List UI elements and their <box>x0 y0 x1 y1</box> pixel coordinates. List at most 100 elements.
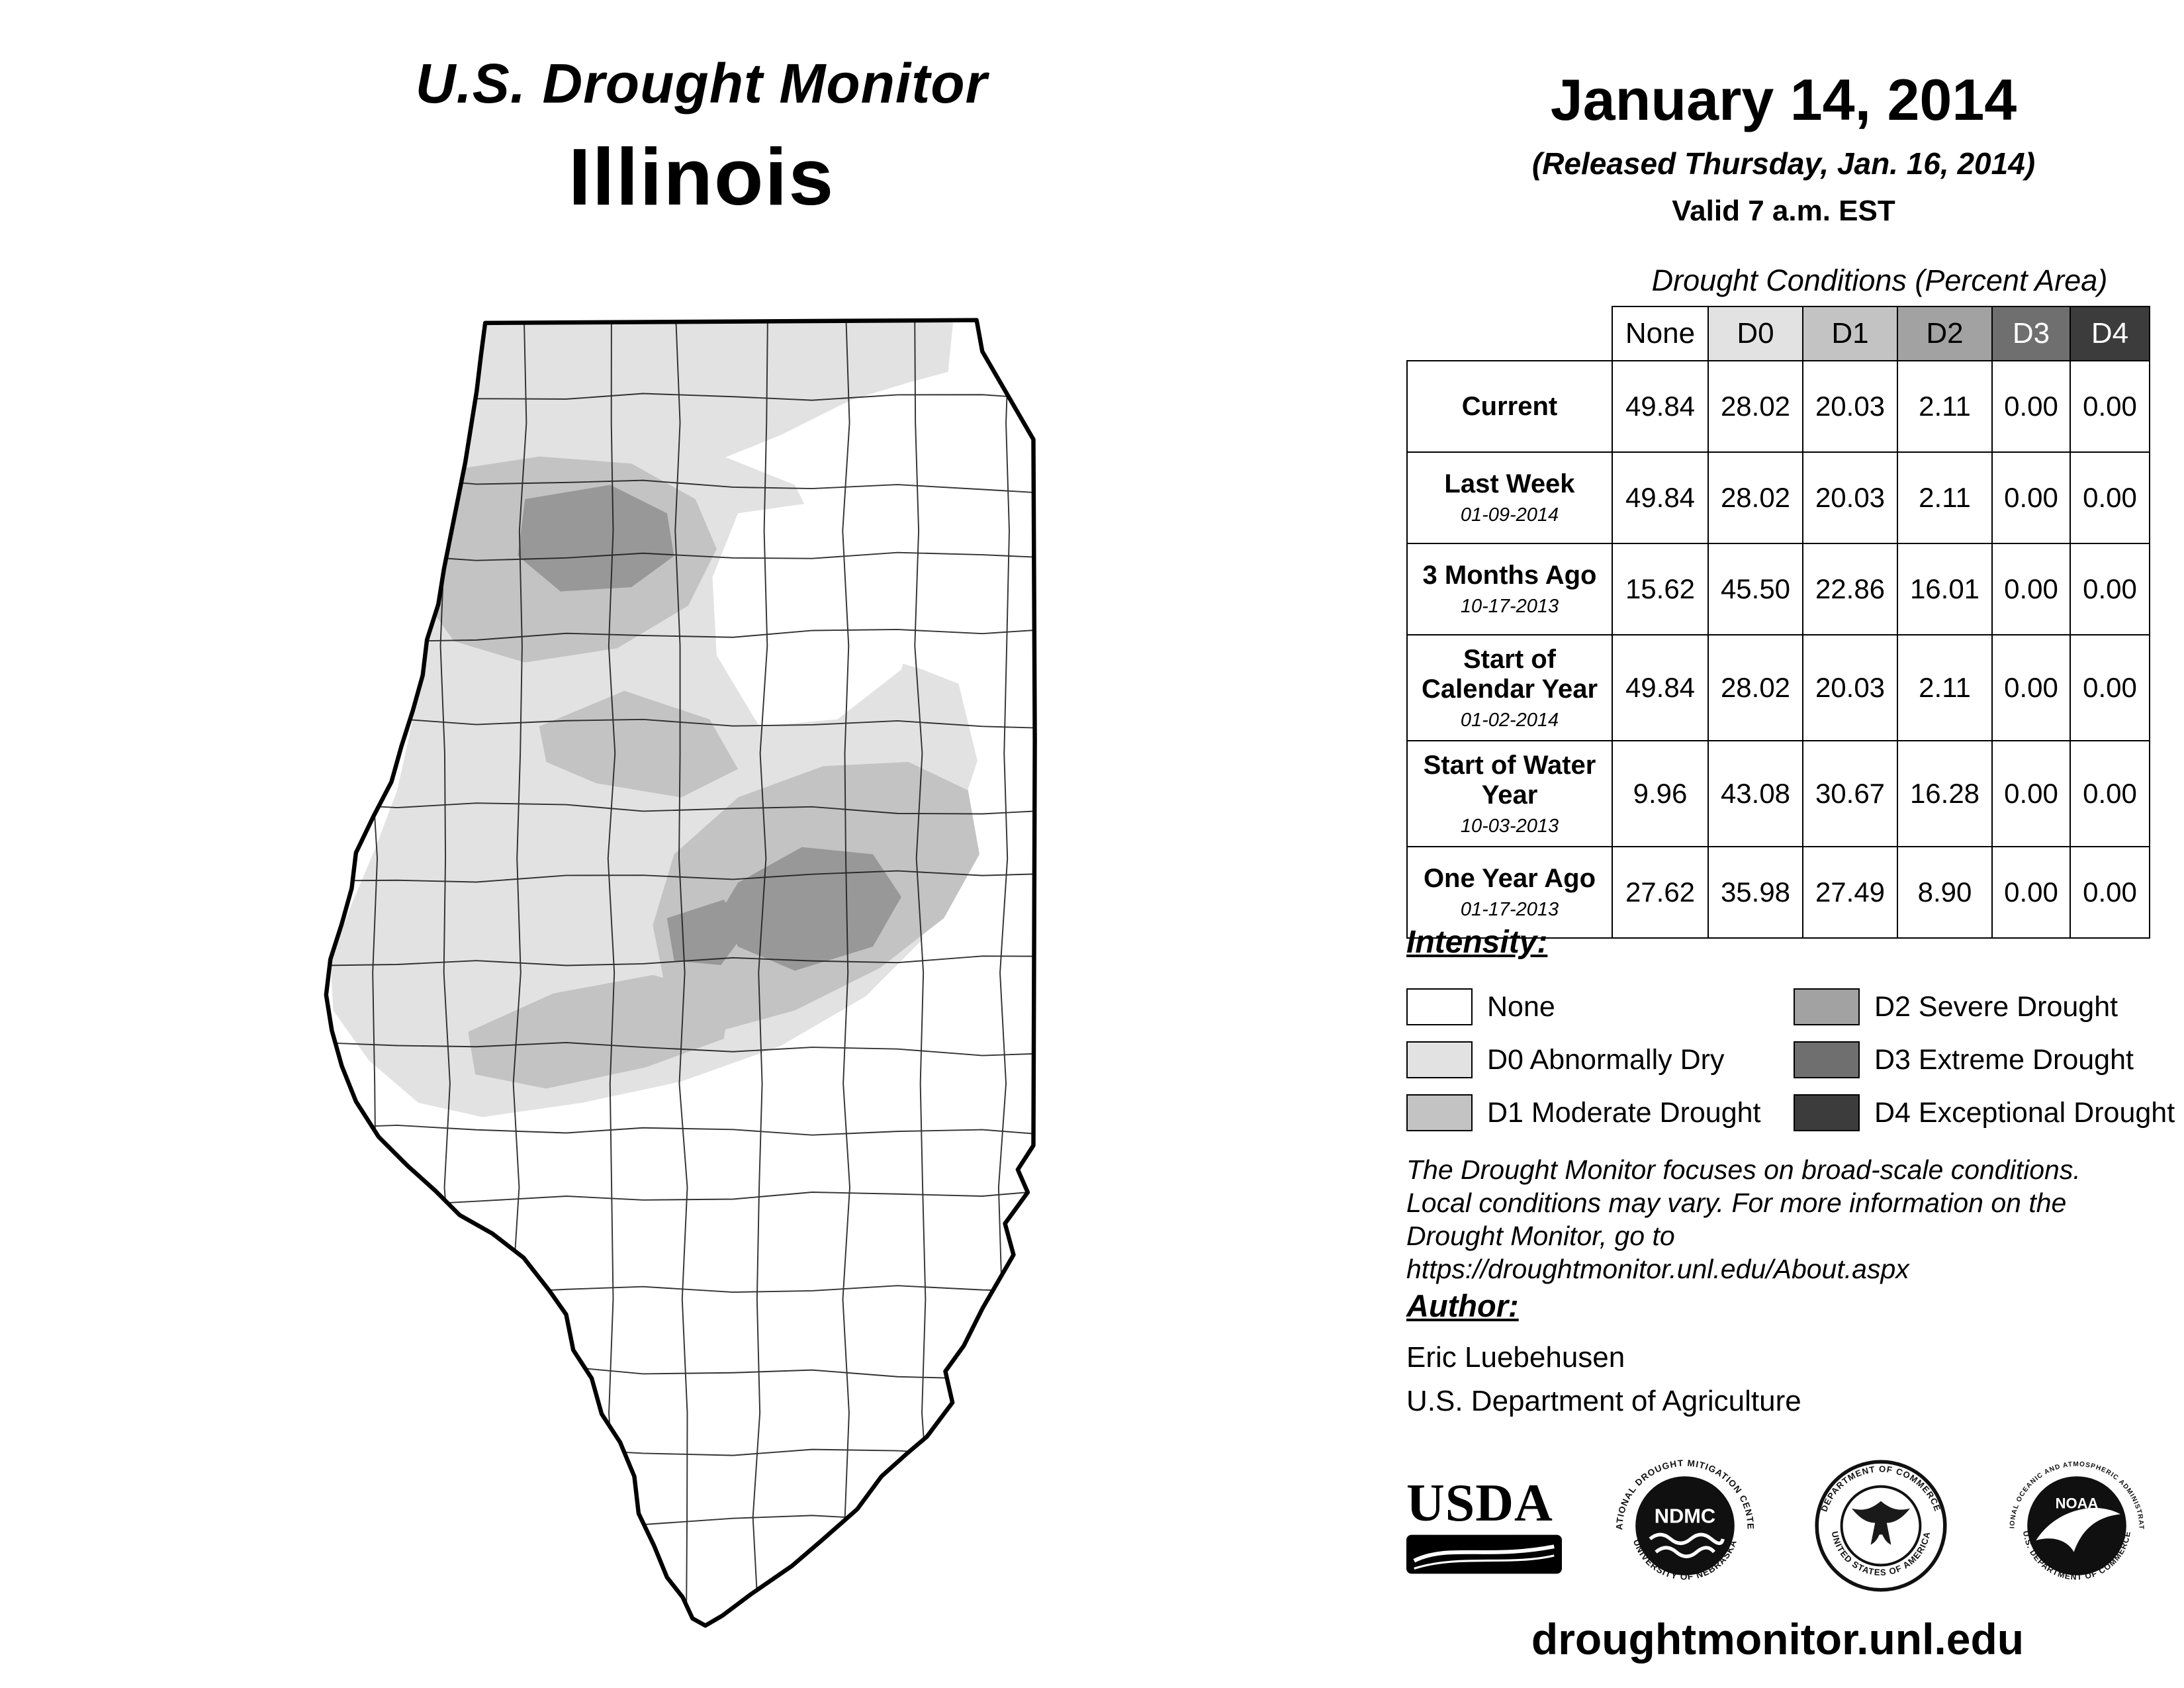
agency-logos: USDA NATIONAL DROUGHT MITIGATION CENTER … <box>1406 1443 2150 1609</box>
row-label: Last Week 01-09-2014 <box>1406 451 1613 544</box>
value-cell: 27.62 <box>1612 846 1709 939</box>
value-cell: 16.28 <box>1897 740 1993 848</box>
usda-wordmark: USDA <box>1406 1474 1553 1532</box>
row-label: Start of Water Year 10-03-2013 <box>1406 740 1613 848</box>
report-region: Illinois <box>568 132 835 222</box>
legend-title: Intensity: <box>1406 925 1548 960</box>
map-date: January 14, 2014 <box>1550 67 2017 132</box>
col-header-D2: D2 <box>1897 306 1993 361</box>
author-block: Author: Eric Luebehusen U.S. Department … <box>1406 1288 1801 1418</box>
table-row: 3 Months Ago 10-17-2013 15.62 45.50 22.86 16.… <box>1406 543 2150 635</box>
value-cell: 27.49 <box>1802 846 1898 939</box>
ndmc-logo: NATIONAL DROUGHT MITIGATION CENTER UNIVE… <box>1612 1453 1755 1581</box>
legend-swatch-D0 <box>1406 1041 1473 1078</box>
legend-item-D1: D1 Moderate Drought <box>1406 1086 1794 1139</box>
legend-swatch-D3 <box>1794 1041 1860 1078</box>
usda-swoosh-icon <box>1406 1534 1562 1574</box>
value-cell: 0.00 <box>2070 451 2150 544</box>
legend-swatch-D4 <box>1794 1094 1860 1131</box>
legend-label: D2 Severe Drought <box>1874 990 2118 1023</box>
row-date: 10-17-2013 <box>1460 596 1559 618</box>
legend-swatch-D1 <box>1406 1094 1473 1131</box>
value-cell: 49.84 <box>1612 451 1709 544</box>
value-cell: 20.03 <box>1802 633 1898 742</box>
value-cell: 15.62 <box>1612 543 1709 635</box>
legend-label: D1 Moderate Drought <box>1487 1096 1761 1129</box>
legend-label: D0 Abnormally Dry <box>1487 1043 1725 1076</box>
noaa-logo: NATIONAL OCEANIC AND ATMOSPHERIC ADMINIS… <box>2004 1453 2144 1582</box>
value-cell: 0.00 <box>2070 543 2150 635</box>
disclaimer-line: Local conditions may vary. For more info… <box>1406 1188 2067 1218</box>
state-border <box>324 318 1037 1628</box>
illinois-map-svg <box>324 318 1037 1628</box>
usda-logo: USDA <box>1406 1477 1562 1575</box>
drought-conditions-table: None D0 D1 D2 D3 D4 Current 49.84 28.02 20.03 2.1… <box>1406 306 2150 939</box>
col-header-D1: D1 <box>1802 306 1898 361</box>
legend-swatch-D2 <box>1794 988 1860 1025</box>
author-title: Author: <box>1406 1288 1519 1323</box>
value-cell: 0.00 <box>1991 740 2071 848</box>
col-header-D0: D0 <box>1707 306 1803 361</box>
footer-url: droughtmonitor.unl.edu <box>1531 1615 2025 1664</box>
table-row: Start of Water Year 10-03-2013 9.96 43.08 30… <box>1406 740 2150 848</box>
row-label: Start of Calendar Year 01-02-2014 <box>1406 633 1613 742</box>
row-label: One Year Ago 01-17-2013 <box>1406 846 1613 939</box>
report-header: U.S. Drought Monitor Illinois <box>251 52 1152 223</box>
legend-item-D3: D3 Extreme Drought <box>1794 1033 2181 1086</box>
legend-item-D2: D2 Severe Drought <box>1794 980 2181 1033</box>
disclaimer-line: The Drought Monitor focuses on broad-sca… <box>1406 1154 2081 1185</box>
value-cell: 22.86 <box>1802 543 1898 635</box>
commerce-seal-logo: DEPARTMENT OF COMMERCE UNITED STATES OF … <box>1815 1460 1947 1592</box>
value-cell: 2.11 <box>1897 451 1993 544</box>
value-cell: 30.67 <box>1802 740 1898 848</box>
legend-label: D3 Extreme Drought <box>1874 1043 2134 1076</box>
value-cell: 45.50 <box>1707 543 1803 635</box>
intensity-legend: Intensity: None D0 Abnormally Dry D1 Moder… <box>1406 924 2181 1139</box>
value-cell: 43.08 <box>1707 740 1803 848</box>
col-header-None: None <box>1612 306 1709 361</box>
col-header-D3: D3 <box>1991 306 2071 361</box>
row-date: 01-17-2013 <box>1460 899 1559 921</box>
row-date: 10-03-2013 <box>1460 815 1559 837</box>
map-d2-shading <box>518 485 901 971</box>
value-cell: 28.02 <box>1707 633 1803 742</box>
disclaimer-line: Drought Monitor, go to https://droughtmo… <box>1406 1221 1909 1284</box>
legend-swatch-None <box>1406 988 1473 1025</box>
illinois-drought-map <box>311 314 1066 1628</box>
value-cell: 49.84 <box>1612 360 1709 453</box>
table-row: Last Week 01-09-2014 49.84 28.02 20.03 2.11 0.… <box>1406 451 2150 544</box>
value-cell: 28.02 <box>1707 451 1803 544</box>
value-cell: 2.11 <box>1897 633 1993 742</box>
value-cell: 0.00 <box>1991 451 2071 544</box>
legend-item-D4: D4 Exceptional Drought <box>1794 1086 2181 1139</box>
value-cell: 0.00 <box>1991 543 2071 635</box>
value-cell: 2.11 <box>1897 360 1993 453</box>
noaa-bird-icon <box>2036 1508 2120 1552</box>
author-org: U.S. Department of Agriculture <box>1406 1385 1801 1417</box>
table-row: Current 49.84 28.02 20.03 2.11 0.00 0.00 <box>1406 360 2150 453</box>
value-cell: 49.84 <box>1612 633 1709 742</box>
value-cell: 35.98 <box>1707 846 1803 939</box>
date-block: January 14, 2014 (Released Thursday, Jan… <box>1430 66 2138 228</box>
legend-item-D0: D0 Abnormally Dry <box>1406 1033 1794 1086</box>
value-cell: 20.03 <box>1802 360 1898 453</box>
legend-label: D4 Exceptional Drought <box>1874 1096 2175 1129</box>
value-cell: 0.00 <box>2070 846 2150 939</box>
value-cell: 0.00 <box>2070 360 2150 453</box>
value-cell: 9.96 <box>1612 740 1709 848</box>
row-label: 3 Months Ago 10-17-2013 <box>1406 543 1613 635</box>
table-row: One Year Ago 01-17-2013 27.62 35.98 27.49 8.9… <box>1406 846 2150 939</box>
value-cell: 0.00 <box>2070 633 2150 742</box>
value-cell: 20.03 <box>1802 451 1898 544</box>
col-header-D4: D4 <box>2070 306 2150 361</box>
report-title: U.S. Drought Monitor <box>415 52 988 115</box>
value-cell: 0.00 <box>1991 846 2071 939</box>
table-body: Current 49.84 28.02 20.03 2.11 0.00 0.00 Last W… <box>1406 360 2150 939</box>
value-cell: 28.02 <box>1707 360 1803 453</box>
value-cell: 8.90 <box>1897 846 1993 939</box>
table-caption: Drought Conditions (Percent Area) <box>1651 263 2108 297</box>
author-name: Eric Luebehusen <box>1406 1341 1625 1374</box>
disclaimer: The Drought Monitor focuses on broad-sca… <box>1406 1153 2184 1286</box>
value-cell: 0.00 <box>1991 360 2071 453</box>
table-corner-blank <box>1407 306 1612 361</box>
